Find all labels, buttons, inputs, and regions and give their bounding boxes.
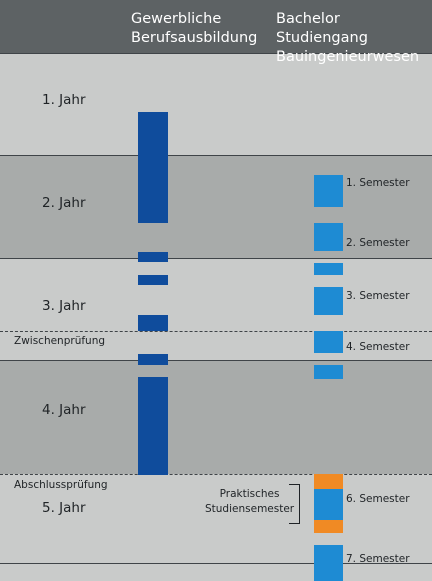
apprenticeship-block <box>138 207 168 223</box>
final-exam-label: Abschlussprüfung <box>14 479 108 491</box>
intermediate-exam-line <box>0 331 432 332</box>
internship-bracket <box>289 484 300 524</box>
year-label: 4. Jahr <box>42 402 86 418</box>
year1-band <box>0 53 432 155</box>
apprenticeship-header-line2: Berufsausbildung <box>131 30 258 46</box>
semester-label: 7. Semester <box>346 553 410 565</box>
year3-band <box>0 258 432 360</box>
semester-label: 3. Semester <box>346 290 410 302</box>
intermediate-exam-label: Zwischenprüfung <box>14 335 106 347</box>
semester-label: 2. Semester <box>346 237 410 249</box>
separator-line <box>0 155 432 156</box>
year-label: 3. Jahr <box>42 298 86 314</box>
apprenticeship-block <box>138 315 168 331</box>
year2-band <box>0 155 432 258</box>
study-block <box>314 545 343 581</box>
apprenticeship-block <box>138 377 168 475</box>
study-block <box>314 287 343 315</box>
internship-block-top <box>314 474 343 489</box>
apprenticeship-header-line1: Gewerbliche <box>131 11 222 27</box>
bachelor-header-line2: Bauingenieurwesen <box>276 49 420 65</box>
study-block <box>314 263 343 275</box>
study-block <box>314 223 343 251</box>
header-band <box>0 0 432 53</box>
separator-line <box>0 563 432 564</box>
internship-block-bottom <box>314 520 343 533</box>
apprenticeship-header: Gewerbliche Berufsausbildung <box>131 10 257 48</box>
final-exam-line <box>0 474 432 475</box>
study-block <box>314 365 343 379</box>
study-block <box>314 175 343 207</box>
study-block <box>314 489 343 520</box>
apprenticeship-block <box>138 252 168 262</box>
internship-note: Praktisches Studiensemester <box>205 487 294 517</box>
bachelor-header-line1: Bachelor Studiengang <box>276 11 368 46</box>
bachelor-header: Bachelor Studiengang Bauingenieurwesen <box>276 10 432 67</box>
semester-label: 1. Semester <box>346 177 410 189</box>
internship-note-line2: Studiensemester <box>205 503 295 515</box>
separator-line <box>0 53 432 54</box>
year-label: 1. Jahr <box>42 92 86 108</box>
separator-line <box>0 360 432 361</box>
semester-label: 6. Semester <box>346 493 410 505</box>
internship-note-line1: Praktisches <box>219 488 280 500</box>
apprenticeship-block <box>138 275 168 285</box>
year-label: 2. Jahr <box>42 195 86 211</box>
semester-label: 4. Semester <box>346 341 410 353</box>
separator-line <box>0 258 432 259</box>
apprenticeship-block <box>138 354 168 365</box>
year-label: 5. Jahr <box>42 500 86 516</box>
apprenticeship-block <box>138 112 168 209</box>
study-block <box>314 331 343 353</box>
year4-band <box>0 360 432 474</box>
